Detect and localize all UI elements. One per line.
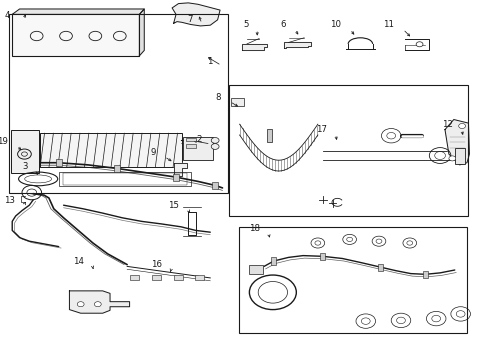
Bar (9, 14, 227, 193)
Bar (266, 129, 272, 142)
Bar (40, 133, 182, 167)
Bar (174, 275, 183, 280)
Circle shape (458, 123, 465, 129)
Circle shape (77, 302, 84, 307)
Bar (230, 98, 244, 106)
Bar (271, 257, 276, 265)
Text: 8: 8 (215, 93, 221, 102)
Text: 17: 17 (315, 125, 326, 134)
Text: 9: 9 (150, 148, 155, 157)
Text: 1: 1 (207, 57, 212, 66)
Text: 14: 14 (73, 257, 83, 266)
Bar (12, 14, 139, 56)
Text: 2: 2 (196, 135, 202, 144)
Circle shape (448, 156, 455, 161)
Bar (422, 271, 427, 278)
Text: 7: 7 (187, 15, 193, 24)
Bar (377, 264, 382, 271)
Circle shape (30, 31, 43, 41)
Text: 10: 10 (330, 20, 341, 29)
Polygon shape (12, 9, 144, 14)
Text: 15: 15 (168, 201, 179, 210)
Bar (56, 159, 61, 166)
Polygon shape (172, 3, 220, 26)
Circle shape (113, 31, 126, 41)
Circle shape (415, 42, 422, 47)
Text: 19: 19 (0, 137, 8, 146)
Bar (320, 253, 325, 260)
Polygon shape (174, 163, 186, 176)
Text: 18: 18 (248, 224, 259, 233)
Polygon shape (139, 9, 144, 56)
Bar (152, 275, 161, 280)
Bar (228, 85, 468, 216)
Bar (195, 275, 203, 280)
Text: 6: 6 (280, 20, 285, 29)
Bar (185, 138, 195, 141)
Text: 3: 3 (23, 162, 28, 171)
Bar (454, 148, 464, 164)
Polygon shape (283, 42, 310, 48)
Bar (11, 130, 39, 173)
Bar (185, 144, 195, 148)
Circle shape (94, 302, 101, 307)
Circle shape (211, 138, 219, 143)
Circle shape (89, 31, 102, 41)
Text: 12: 12 (441, 120, 452, 129)
Circle shape (211, 144, 219, 149)
Text: 16: 16 (151, 260, 162, 269)
Text: 4: 4 (4, 11, 10, 20)
Bar (173, 174, 179, 181)
Bar (130, 275, 139, 280)
Bar (249, 265, 263, 274)
Bar (114, 165, 120, 172)
Text: 5: 5 (243, 20, 248, 29)
Text: 11: 11 (383, 20, 393, 29)
Bar (59, 172, 190, 186)
Bar (62, 173, 187, 185)
Text: 13: 13 (4, 196, 15, 205)
Bar (238, 227, 467, 333)
Circle shape (60, 31, 72, 41)
Polygon shape (444, 120, 468, 165)
Bar (183, 137, 212, 160)
Polygon shape (242, 44, 266, 50)
Polygon shape (69, 291, 129, 313)
Bar (212, 182, 218, 189)
